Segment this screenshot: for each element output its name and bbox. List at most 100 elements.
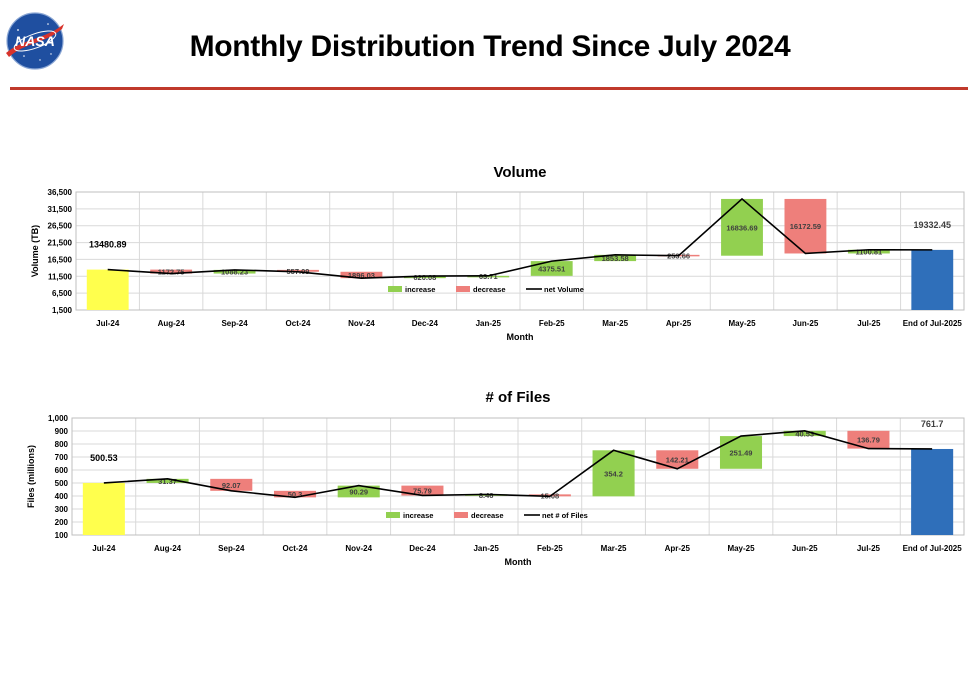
decrease-bar — [277, 269, 319, 272]
y-tick-label: 16,500 — [48, 255, 73, 264]
legend-line-label: net # of Files — [542, 511, 588, 520]
end-value-label: 761.7 — [921, 419, 944, 429]
plot-area — [75, 191, 965, 311]
delta-value-label: 4375.51 — [538, 264, 565, 273]
y-tick-label: 26,500 — [48, 222, 73, 231]
x-axis-label: Month — [507, 332, 534, 342]
y-tick-label: 600 — [55, 466, 69, 475]
increase-bar — [592, 450, 635, 497]
x-tick-label: Jun-25 — [793, 319, 819, 328]
x-tick-label: Oct-24 — [283, 544, 308, 553]
logo-text: NASA — [15, 33, 55, 49]
chart-title: # of Files — [485, 389, 550, 406]
x-tick-label: Jul-24 — [96, 319, 120, 328]
decrease-bar — [401, 485, 444, 496]
end-bar — [911, 249, 954, 310]
delta-value-label: 8.46 — [479, 491, 494, 500]
y-axis-label: Files (millions) — [26, 445, 36, 508]
x-tick-label: Feb-25 — [539, 319, 565, 328]
legend-increase-swatch — [388, 286, 402, 292]
legend-line-label: net Volume — [544, 285, 584, 294]
x-tick-label: Dec-24 — [412, 319, 439, 328]
x-tick-label: Nov-24 — [348, 319, 375, 328]
delta-value-label: 251.49 — [730, 448, 753, 457]
x-tick-label: Mar-25 — [601, 544, 627, 553]
x-tick-label: Jun-25 — [792, 544, 818, 553]
x-tick-label: Jul-24 — [92, 544, 116, 553]
nasa-logo: NASA — [6, 12, 64, 70]
end-bar — [911, 448, 954, 535]
x-tick-label: Feb-25 — [537, 544, 563, 553]
legend-decrease-swatch — [456, 286, 470, 292]
delta-value-label: 620.08 — [413, 273, 436, 282]
chart-title: Volume — [493, 164, 546, 181]
y-tick-label: 100 — [55, 531, 69, 540]
x-tick-label: Nov-24 — [345, 544, 372, 553]
increase-bar — [146, 478, 189, 483]
x-tick-label: End of Jul-2025 — [903, 544, 963, 553]
plot-area — [71, 417, 965, 536]
net-line — [107, 197, 933, 279]
x-tick-label: Apr-25 — [665, 544, 691, 553]
start-bar — [86, 269, 129, 310]
volume-chart: Volume 1,500 6,500 11,500 16,500 21,500 26,500… — [30, 164, 965, 342]
x-tick-label: Jul-25 — [857, 319, 881, 328]
delta-value-label: 50.3 — [288, 490, 303, 499]
y-tick-label: 500 — [55, 479, 69, 488]
title-divider — [10, 87, 968, 90]
legend: increase decrease net # of Files — [386, 511, 588, 520]
delta-value-label: 40.53 — [795, 429, 814, 438]
x-tick-label: Jan-25 — [476, 319, 502, 328]
legend: increase decrease net Volume — [388, 285, 584, 294]
increase-bar — [594, 254, 637, 262]
decrease-bar — [273, 490, 317, 498]
y-tick-label: 21,500 — [48, 239, 73, 248]
delta-value-label: 1088.23 — [221, 268, 248, 277]
delta-value-label: 31.37 — [158, 477, 177, 486]
y-tick-label: 6,500 — [52, 289, 73, 298]
legend-decrease-label: decrease — [473, 285, 506, 294]
start-value-label: 13480.89 — [89, 240, 127, 250]
y-tick-label: 1,000 — [48, 414, 69, 423]
x-tick-label: End of Jul-2025 — [903, 319, 963, 328]
legend-decrease-swatch — [454, 512, 468, 518]
legend-increase-swatch — [386, 512, 400, 518]
delta-value-label: 90.29 — [349, 487, 368, 496]
x-tick-label: Jul-25 — [857, 544, 881, 553]
delta-value-label: 1896.03 — [348, 271, 375, 280]
increase-bar — [721, 198, 763, 256]
increase-bar — [783, 430, 826, 437]
delta-value-label: 75.79 — [413, 487, 432, 496]
y-tick-label: 36,500 — [48, 188, 73, 197]
y-tick-label: 900 — [55, 427, 69, 436]
y-tick-label: 800 — [55, 440, 69, 449]
x-tick-label: Dec-24 — [409, 544, 436, 553]
x-axis-label: Month — [505, 557, 532, 567]
increase-bar — [337, 485, 380, 498]
x-tick-label: Oct-24 — [286, 319, 311, 328]
start-bar — [82, 482, 125, 535]
x-tick-label: Aug-24 — [158, 319, 186, 328]
x-tick-label: May-25 — [727, 544, 755, 553]
x-tick-label: Sep-24 — [218, 544, 245, 553]
delta-value-label: 136.79 — [857, 436, 880, 445]
y-tick-label: 300 — [55, 505, 69, 514]
delta-value-label: 354.2 — [604, 469, 623, 478]
y-tick-label: 31,500 — [48, 205, 73, 214]
decrease-bar — [340, 271, 383, 279]
legend-increase-label: increase — [405, 285, 435, 294]
y-tick-label: 700 — [55, 453, 69, 462]
decrease-bar — [847, 430, 890, 449]
y-axis-label: Volume (TB) — [30, 225, 40, 277]
start-value-label: 500.53 — [90, 453, 118, 463]
bars — [86, 198, 954, 310]
legend-increase-label: increase — [403, 511, 433, 520]
x-tick-label: Jan-25 — [473, 544, 499, 553]
increase-bar — [847, 249, 890, 254]
x-tick-label: May-25 — [728, 319, 756, 328]
delta-value-label: 1100.81 — [856, 248, 883, 257]
delta-value-label: 16836.69 — [726, 223, 757, 232]
increase-bar — [403, 276, 446, 279]
x-tick-label: Sep-24 — [221, 319, 248, 328]
x-tick-label: Apr-25 — [666, 319, 692, 328]
